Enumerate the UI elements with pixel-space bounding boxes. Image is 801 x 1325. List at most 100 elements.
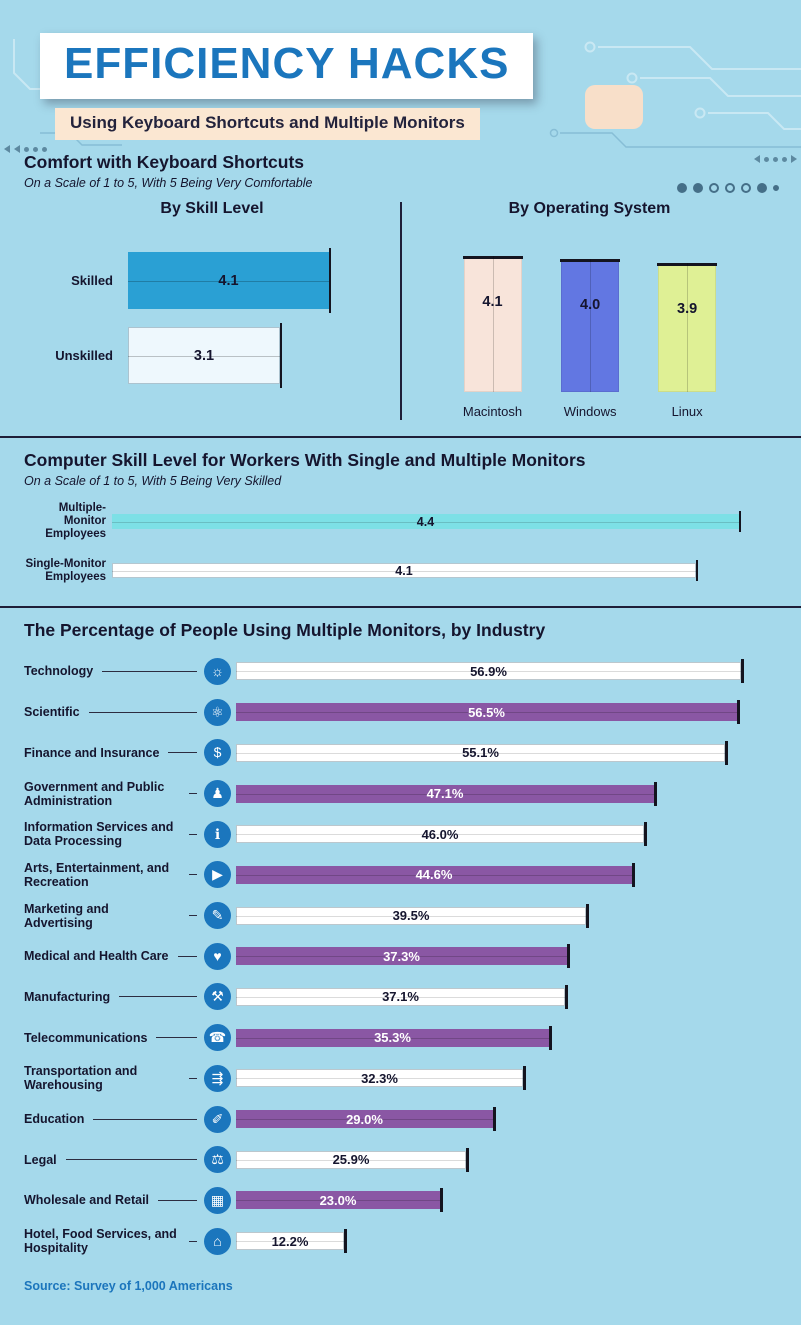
skill-bar-value: 4.1 [218, 272, 239, 289]
dot-icon [757, 183, 767, 193]
industry-label: Telecommunications [24, 1030, 148, 1045]
section-monitor-skill: Computer Skill Level for Workers With Si… [0, 450, 801, 584]
dot-icon [764, 156, 769, 162]
industry-row: Technology ☼ 56.9% [24, 651, 777, 692]
industry-bar: 56.9% [236, 659, 744, 684]
connector-line [65, 1159, 197, 1161]
industry-label: Government and Public Administration [24, 779, 165, 808]
os-bar-label: Macintosh [462, 404, 523, 419]
connector-line [189, 833, 197, 835]
play-icon: ▶ [204, 861, 231, 889]
industry-chart: Technology ☼ 56.9% Scientific ⚛ 56.5% Finance … [24, 651, 777, 1261]
industry-bar: 37.3% [236, 944, 570, 969]
monitor-bar-label: Single-Monitor Employees [25, 557, 107, 583]
industry-value: 39.5% [392, 908, 430, 924]
industry-row: Government and Public Administration ♟ 47.… [24, 773, 777, 814]
connector-line [156, 1037, 197, 1039]
piggy-bank-icon: $ [204, 739, 231, 767]
industry-bar: 29.0% [236, 1107, 496, 1131]
atom-icon: ⚛ [204, 698, 231, 726]
connector-line [189, 793, 197, 794]
page-subtitle: Using Keyboard Shortcuts and Multiple Mo… [55, 108, 480, 140]
section-title: The Percentage of People Using Multiple … [24, 620, 546, 641]
title-box: EFFICIENCY HACKS [40, 33, 534, 99]
industry-bar: 55.1% [236, 740, 728, 765]
industry-row: Marketing and Advertising ✎ 39.5% [24, 895, 777, 936]
skill-bar-row: Unskilled 3.1 [24, 323, 400, 388]
briefcase-icon: ⚖ [204, 1146, 231, 1174]
industry-label: Wholesale and Retail [24, 1193, 150, 1208]
industry-row: Manufacturing ⚒ 37.1% [24, 977, 777, 1018]
industry-row: Legal ⚖ 25.9% [24, 1139, 777, 1180]
industry-value: 37.1% [382, 989, 419, 1005]
os-bar-value: 3.9 [677, 301, 698, 317]
truck-icon: ⇶ [204, 1064, 231, 1092]
industry-label: Finance and Insurance [24, 745, 160, 760]
industry-bar: 37.1% [236, 984, 568, 1009]
industry-label: Manufacturing [24, 989, 111, 1004]
section-title: Computer Skill Level for Workers With Si… [24, 450, 586, 470]
section-keyboard-comfort: Comfort with Keyboard Shortcuts On a Sca… [0, 152, 801, 420]
industry-label: Education [24, 1112, 85, 1126]
connector-line [189, 1240, 197, 1242]
operating-system-panel: By Operating System 4.1 Macintosh 4.0 Windo… [402, 200, 777, 420]
dot-icon [693, 183, 703, 193]
industry-label: Hotel, Food Services, and Hospitality [24, 1227, 177, 1256]
skill-bar-label: Unskilled [55, 348, 113, 363]
industry-value: 29.0% [346, 1111, 383, 1127]
industry-row: Scientific ⚛ 56.5% [24, 692, 777, 733]
bed-icon: ⌂ [204, 1227, 231, 1255]
connector-line [158, 1199, 197, 1201]
industry-value: 25.9% [332, 1152, 370, 1168]
connector-line [189, 915, 197, 917]
industry-label: Technology [24, 664, 94, 679]
section-subtitle: On a Scale of 1 to 5, With 5 Being Very … [24, 474, 282, 488]
industry-value: 32.3% [361, 1070, 398, 1086]
operating-system-chart: 4.1 Macintosh 4.0 Windows 3.9 Linux [402, 256, 777, 419]
industry-value: 23.0% [319, 1192, 357, 1208]
industry-bar: 32.3% [236, 1066, 526, 1091]
industry-value: 37.3% [383, 948, 420, 964]
peach-decoration [585, 85, 643, 129]
monitor-bar: 4.1 [112, 560, 698, 582]
industry-value: 47.1% [426, 786, 464, 801]
calculator-icon: ▦ [204, 1186, 231, 1214]
connector-line [189, 874, 197, 876]
industry-label: Arts, Entertainment, and Recreation [24, 860, 170, 889]
dot-icon [677, 183, 687, 193]
section-subtitle: On a Scale of 1 to 5, With 5 Being Very … [24, 176, 313, 190]
industry-label: Scientific [24, 705, 80, 720]
monitor-bar-row: Single-Monitor Employees 4.1 [24, 558, 777, 584]
industry-bar: 35.3% [236, 1025, 552, 1050]
section-divider [0, 606, 801, 609]
dot-icon [33, 146, 38, 152]
industry-value: 56.9% [470, 663, 507, 679]
factory-icon: ⚒ [204, 983, 231, 1011]
dots-decoration [677, 183, 779, 193]
industry-value: 44.6% [415, 867, 453, 883]
arrow-icon [14, 145, 20, 153]
industry-row: Hotel, Food Services, and Hospitality ⌂ 12… [24, 1221, 777, 1262]
industry-row: Telecommunications ☎ 35.3% [24, 1017, 777, 1058]
industry-bar: 56.5% [236, 700, 740, 725]
arrow-icon [791, 155, 797, 163]
industry-row: Wholesale and Retail ▦ 23.0% [24, 1180, 777, 1221]
chart-title-skill-level: By Skill Level [160, 200, 264, 217]
dot-icon [773, 156, 778, 162]
industry-bar: 39.5% [236, 903, 589, 928]
monitor-bar-label: Multiple-Monitor Employees [45, 502, 106, 541]
connector-line [168, 752, 197, 754]
phone-icon: ☎ [204, 1024, 231, 1052]
monitor-bar-value: 4.1 [395, 563, 413, 578]
chart-title-operating-system: By Operating System [508, 200, 671, 217]
circuit-arrows-left [4, 145, 47, 153]
connector-line [102, 670, 197, 672]
industry-value: 55.1% [462, 745, 499, 761]
industry-label: Information Services and Data Processing [24, 820, 174, 849]
dot-icon [773, 185, 779, 191]
os-bar-column: 4.1 Macintosh [462, 256, 523, 419]
section-title: Comfort with Keyboard Shortcuts [24, 152, 305, 172]
connector-line [88, 711, 197, 713]
industry-row: Education ✐ 29.0% [24, 1099, 777, 1140]
industry-label: Legal [24, 1152, 57, 1167]
